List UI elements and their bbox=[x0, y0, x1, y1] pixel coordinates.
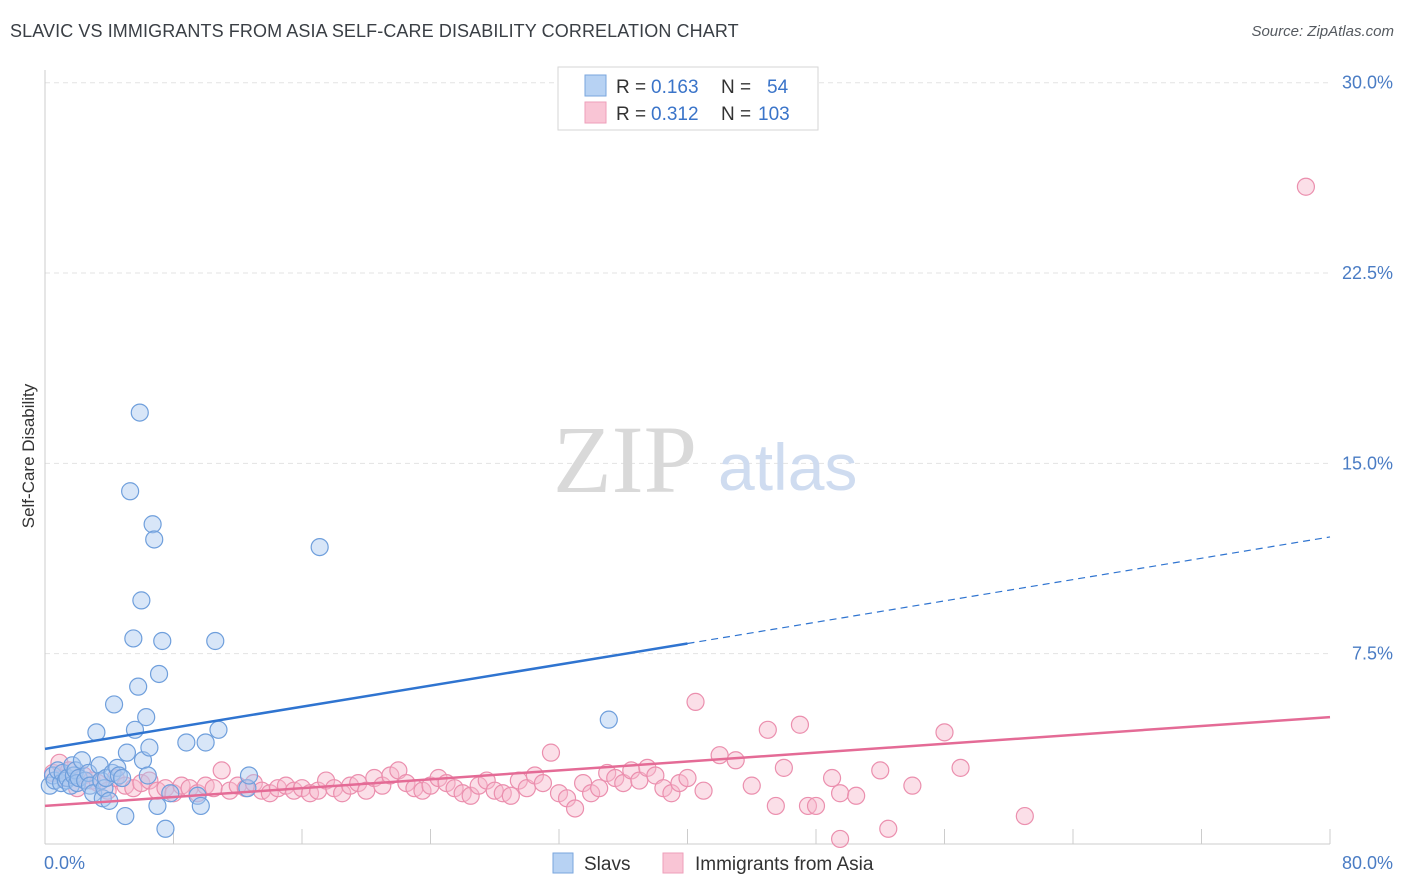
asia-point-87 bbox=[766, 796, 785, 816]
legend-box: R = 0.163 N = 54 R = 0.312 N = 103 bbox=[557, 66, 819, 131]
slavs-point-52 bbox=[191, 796, 210, 816]
trend-lines bbox=[44, 536, 1331, 808]
asia-point-63 bbox=[541, 743, 561, 762]
asia-point-100 bbox=[1015, 806, 1034, 826]
asia-point-83 bbox=[710, 746, 729, 765]
legend-n-label-asia: N = bbox=[721, 104, 751, 125]
legend-n-value-slavs: 54 bbox=[767, 77, 789, 98]
slavs-point-38 bbox=[132, 591, 151, 610]
slavs-point-59 bbox=[599, 710, 618, 729]
slavs-point-58 bbox=[310, 537, 329, 557]
slavs-point-29 bbox=[109, 766, 128, 785]
legend-r-value-asia: 0.312 bbox=[651, 104, 699, 125]
asia-point-93 bbox=[830, 784, 850, 803]
y-axis-label: Self-Care Disability bbox=[19, 383, 38, 528]
slavs-point-43 bbox=[143, 515, 162, 534]
legend-r-label-slavs: R = bbox=[616, 77, 646, 98]
y-tick-label-1: 15.0% bbox=[1342, 453, 1393, 473]
bottom-legend-slavs: Slavs bbox=[584, 854, 630, 875]
asia-trend-line bbox=[44, 715, 1331, 808]
asia-point-99 bbox=[951, 758, 970, 777]
asia-point-89 bbox=[790, 715, 810, 734]
bottom-legend-asia: Immigrants from Asia bbox=[695, 854, 874, 875]
asia-point-92 bbox=[822, 768, 842, 788]
y-tick-label-0: 7.5% bbox=[1352, 644, 1393, 664]
slavs-trend-line bbox=[44, 642, 688, 751]
slavs-point-31 bbox=[116, 806, 135, 826]
legend-n-value-asia: 103 bbox=[758, 104, 790, 125]
slavs-point-41 bbox=[138, 766, 157, 785]
y-tick-label-2: 22.5% bbox=[1342, 263, 1393, 283]
slavs-point-42 bbox=[140, 738, 159, 757]
asia-point-81 bbox=[686, 692, 705, 711]
asia-point-22 bbox=[212, 761, 231, 780]
watermark-zip: ZIP bbox=[553, 406, 697, 513]
slavs-trend-extension bbox=[687, 536, 1331, 645]
slavs-point-33 bbox=[121, 482, 140, 501]
legend-r-label-asia: R = bbox=[616, 104, 646, 125]
legend-r-value-slavs: 0.163 bbox=[651, 77, 699, 98]
legend-swatch-asia bbox=[584, 101, 607, 124]
asia-point-94 bbox=[847, 786, 866, 805]
asia-point-62 bbox=[533, 773, 553, 793]
asia-point-102 bbox=[1296, 177, 1316, 196]
asia-point-58 bbox=[501, 786, 520, 805]
legend-n-label-slavs: N = bbox=[721, 77, 751, 98]
slavs-point-32 bbox=[117, 743, 137, 762]
slavs-point-53 bbox=[196, 733, 215, 752]
bottom-legend-swatch-asia bbox=[662, 852, 684, 874]
slavs-point-44 bbox=[145, 530, 164, 549]
slavs-point-54 bbox=[206, 631, 225, 651]
asia-point-82 bbox=[694, 781, 713, 800]
asia-point-101 bbox=[830, 829, 850, 849]
watermark-atlas: atlas bbox=[718, 430, 857, 504]
asia-point-84 bbox=[726, 751, 745, 770]
axes bbox=[44, 70, 1330, 845]
slavs-point-34 bbox=[124, 629, 143, 648]
asia-point-69 bbox=[590, 779, 609, 798]
asia-point-97 bbox=[903, 776, 922, 795]
slavs-point-28 bbox=[108, 758, 127, 777]
bottom-legend-swatch-slavs bbox=[552, 852, 574, 874]
asia-point-91 bbox=[806, 796, 826, 816]
asia-point-86 bbox=[758, 720, 777, 739]
asia-point-80 bbox=[678, 768, 697, 788]
slavs-point-50 bbox=[177, 733, 196, 752]
slavs-point-36 bbox=[129, 677, 148, 696]
asia-point-95 bbox=[871, 761, 890, 780]
asia-point-96 bbox=[879, 819, 898, 838]
slavs-point-0 bbox=[40, 776, 59, 795]
y-tick-labels: 7.5% 15.0% 22.5% 30.0% bbox=[1342, 73, 1393, 664]
y-tick-label-3: 30.0% bbox=[1342, 73, 1393, 93]
slavs-point-48 bbox=[156, 819, 175, 838]
slavs-point-40 bbox=[137, 708, 156, 727]
asia-point-98 bbox=[935, 723, 954, 742]
slavs-point-30 bbox=[112, 768, 132, 788]
slavs-point-57 bbox=[239, 766, 259, 785]
slavs-point-55 bbox=[209, 720, 228, 739]
slavs-point-45 bbox=[148, 796, 167, 816]
x-tick-min: 0.0% bbox=[44, 853, 85, 873]
slavs-points bbox=[40, 403, 618, 838]
asia-point-66 bbox=[565, 799, 585, 818]
slavs-point-46 bbox=[149, 664, 169, 684]
asia-point-85 bbox=[742, 776, 761, 795]
bottom-legend: Slavs Immigrants from Asia bbox=[552, 852, 874, 875]
slavs-point-47 bbox=[153, 631, 172, 651]
slavs-point-49 bbox=[161, 784, 180, 803]
chart-title: SLAVIC VS IMMIGRANTS FROM ASIA SELF-CARE… bbox=[10, 21, 739, 41]
watermark: ZIP atlas bbox=[553, 406, 857, 513]
x-tick-max: 80.0% bbox=[1342, 853, 1393, 873]
slavs-point-37 bbox=[130, 403, 149, 422]
slavs-point-27 bbox=[104, 695, 124, 714]
asia-point-88 bbox=[774, 758, 793, 777]
legend-swatch-slavs bbox=[584, 74, 607, 97]
source-credit: Source: ZipAtlas.com bbox=[1251, 23, 1394, 40]
